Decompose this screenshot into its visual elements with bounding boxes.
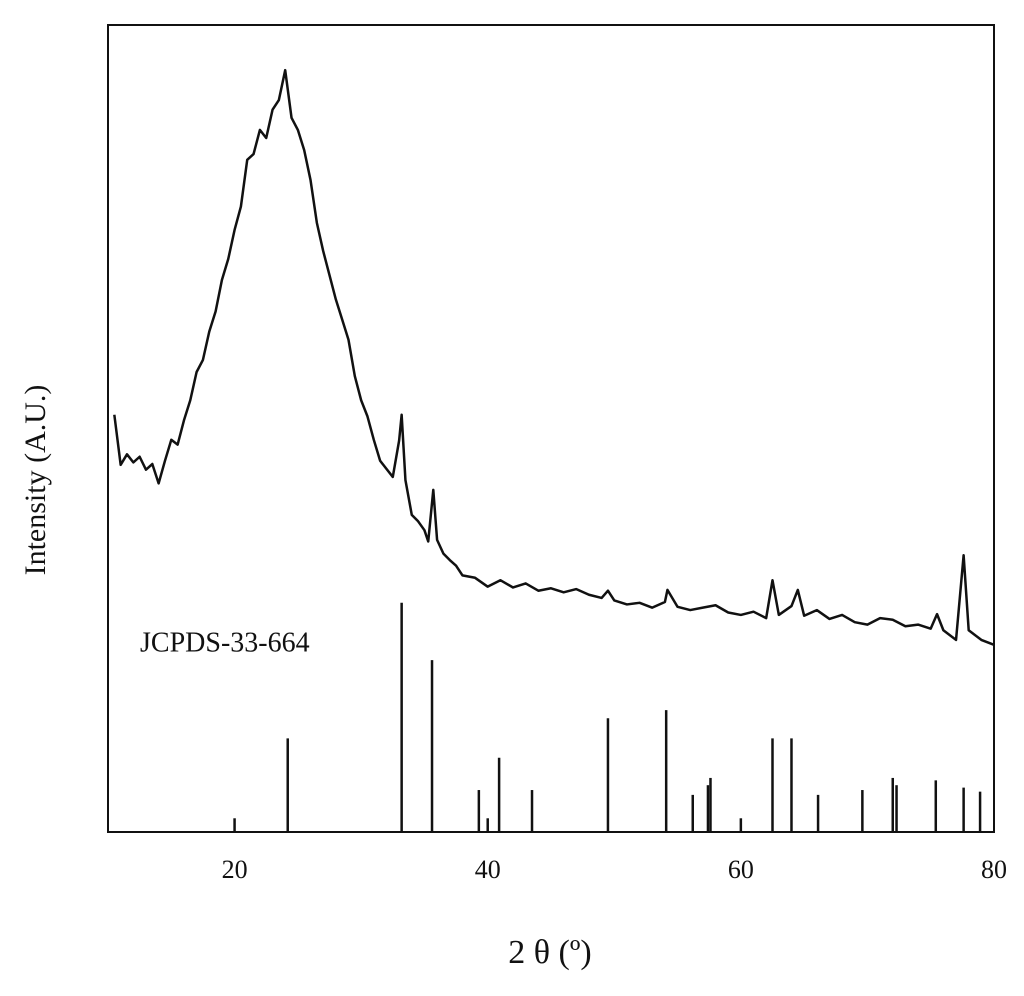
y-axis-label: Intensity (A.U.) <box>19 385 52 576</box>
x-tick-label: 60 <box>728 855 754 884</box>
x-tick-label: 80 <box>981 855 1007 884</box>
plot-frame <box>107 24 995 833</box>
x-tick-label: 20 <box>222 855 248 884</box>
x-axis-label: 2 θ (º) <box>508 934 591 971</box>
x-tick-label: 40 <box>475 855 501 884</box>
reference-label: JCPDS-33-664 <box>140 627 310 658</box>
xrd-curve <box>113 68 995 646</box>
